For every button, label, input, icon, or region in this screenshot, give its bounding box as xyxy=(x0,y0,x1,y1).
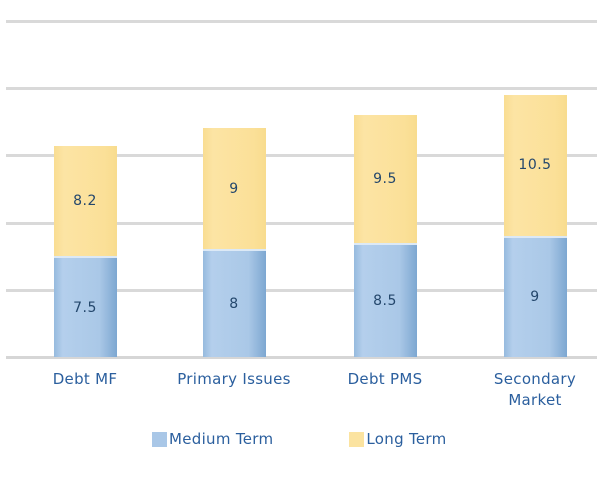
category-label-debt-mf: Debt MF xyxy=(52,370,118,388)
bar-segment-long-term-primary-issues: 9 xyxy=(202,128,266,250)
gridline-10 xyxy=(6,221,597,225)
chart-legend: Medium Term Long Term xyxy=(152,430,447,448)
gridline-15 xyxy=(6,154,597,158)
data-label-long-term-debt-mf: 8.2 xyxy=(73,192,97,209)
category-label-primary-issues: Primary Issues xyxy=(177,370,291,388)
bar-segment-medium-term-debt-pms: 8.5 xyxy=(353,242,417,357)
data-label-medium-term-primary-issues: 8 xyxy=(229,296,239,313)
bar-segment-long-term-secondary-market: 10.5 xyxy=(503,94,567,236)
bar-segment-medium-term-secondary-market: 9 xyxy=(503,235,567,357)
legend-item-long-term: Long Term xyxy=(349,430,446,448)
category-label-debt-pms: Debt PMS xyxy=(347,370,423,388)
data-label-medium-term-debt-pms: 8.5 xyxy=(373,292,397,309)
category-label-secondary-market: Secondary Market xyxy=(493,370,577,409)
bar-segment-long-term-debt-mf: 8.2 xyxy=(53,145,117,257)
long-term-swatch-icon xyxy=(349,431,365,447)
data-label-medium-term-secondary-market: 9 xyxy=(530,289,540,306)
gridline-25 xyxy=(6,19,597,23)
legend-item-medium-term: Medium Term xyxy=(152,430,273,448)
data-label-medium-term-debt-mf: 7.5 xyxy=(73,299,97,316)
gridline-20 xyxy=(6,87,597,90)
x-axis-line xyxy=(6,356,597,359)
legend-label-medium-term: Medium Term xyxy=(169,430,274,448)
data-label-long-term-primary-issues: 9 xyxy=(229,180,239,197)
data-label-long-term-debt-pms: 9.5 xyxy=(373,170,397,187)
bar-segment-medium-term-debt-mf: 7.5 xyxy=(53,256,117,357)
data-label-long-term-secondary-market: 10.5 xyxy=(518,157,552,174)
legend-label-long-term: Long Term xyxy=(366,430,447,448)
medium-term-swatch-icon xyxy=(152,431,167,447)
gridline-5 xyxy=(6,288,597,292)
bar-segment-medium-term-primary-issues: 8 xyxy=(202,249,266,357)
bar-segment-long-term-debt-pms: 9.5 xyxy=(353,114,417,243)
